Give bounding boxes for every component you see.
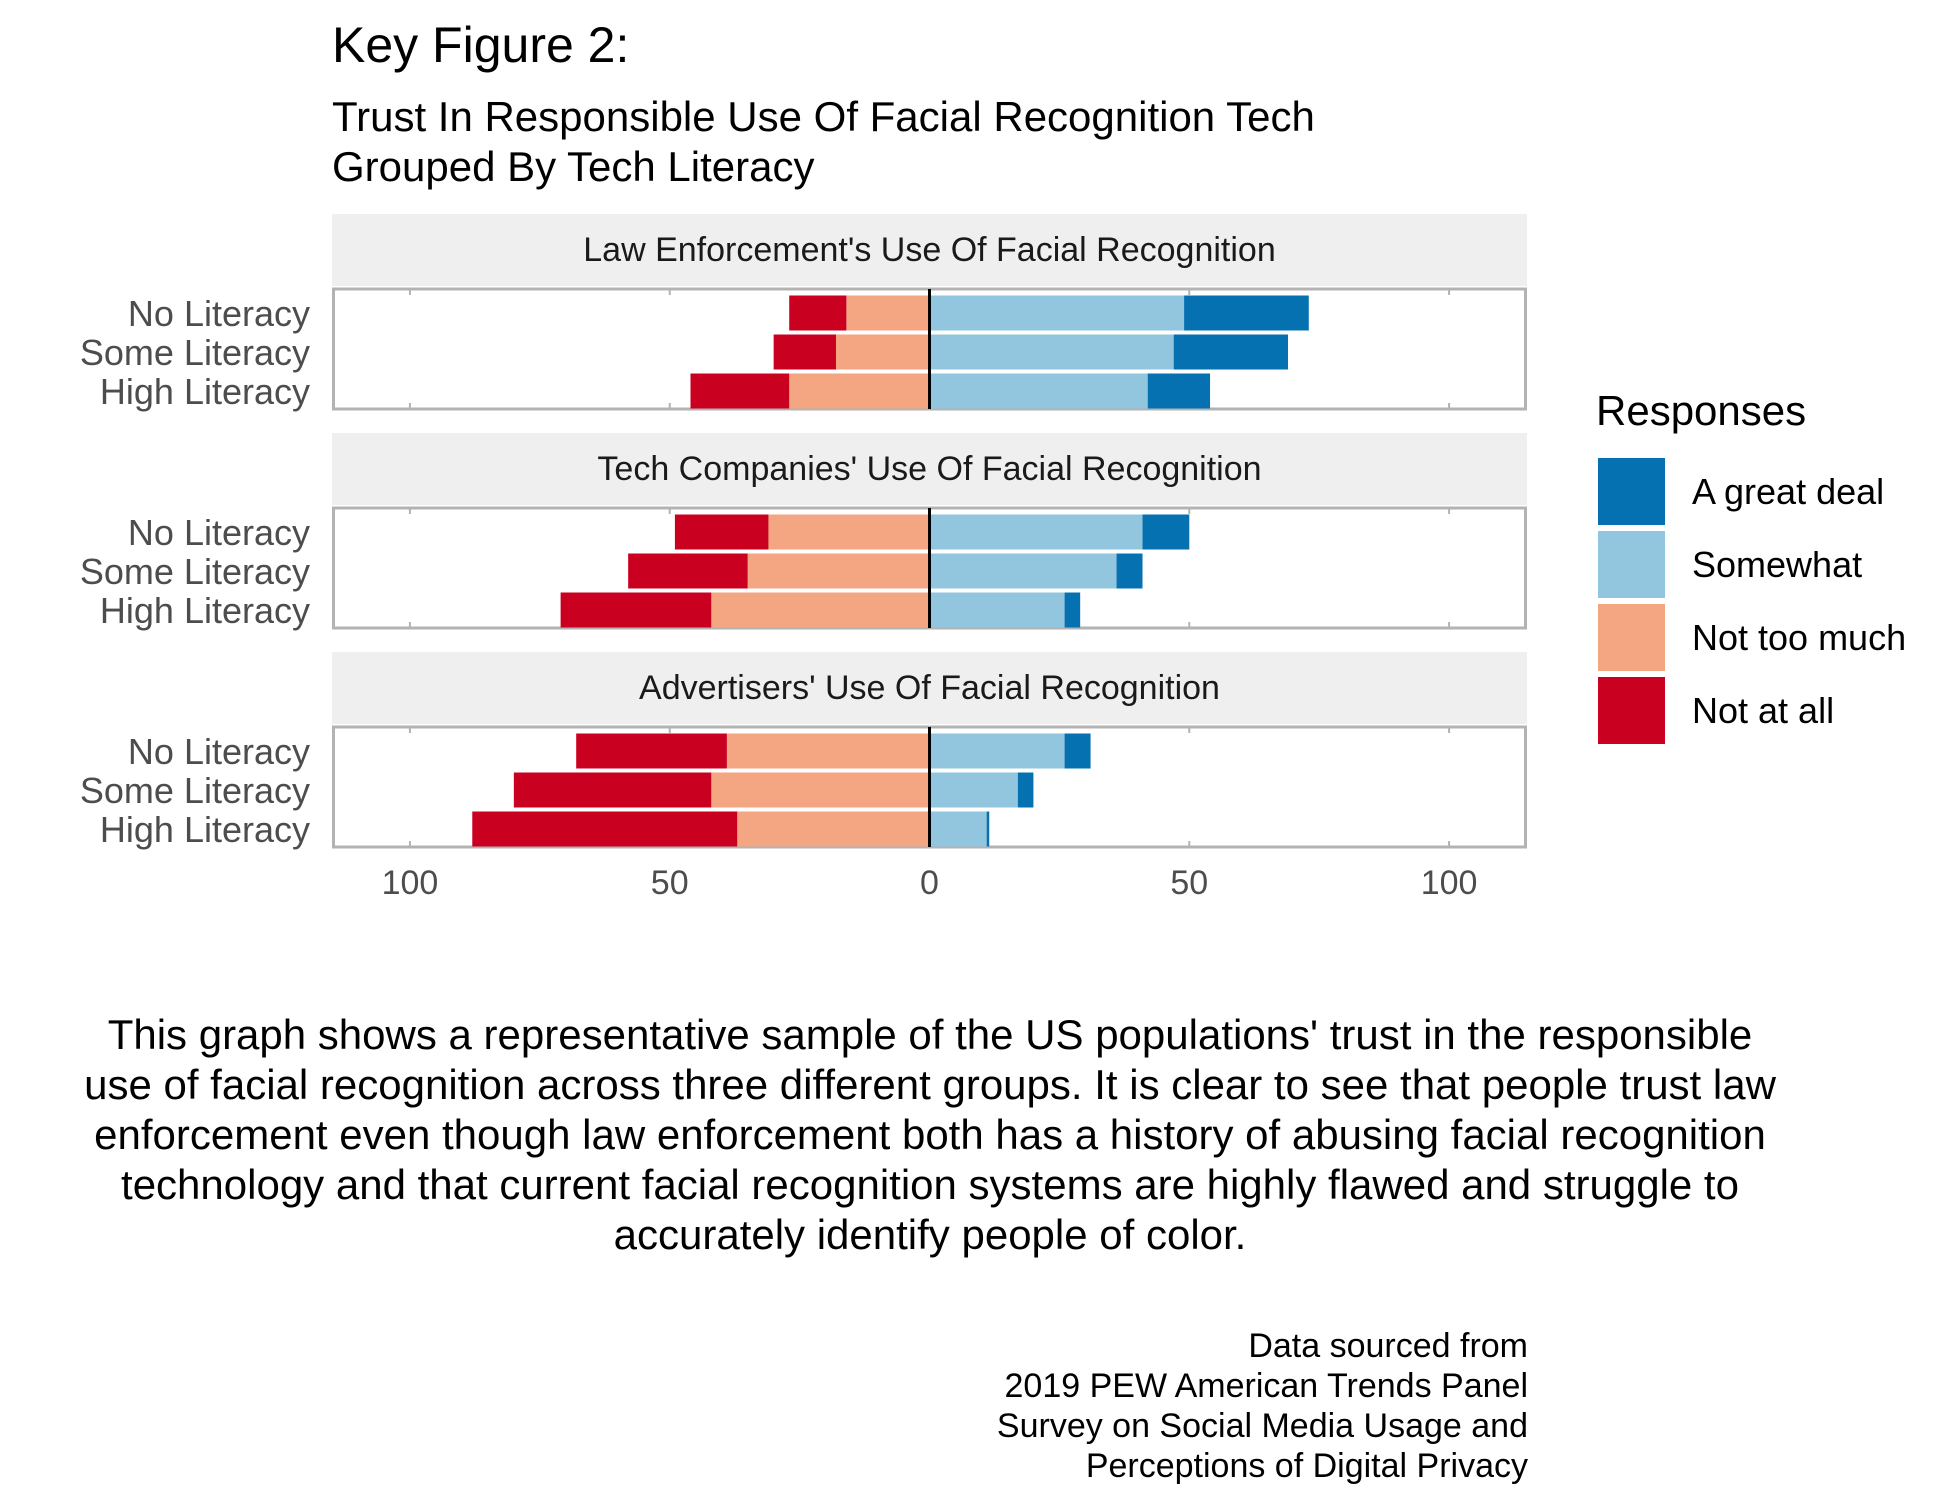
bar-somewhat [929,373,1148,409]
category-label: High Literacy [100,809,310,850]
bar-not-too-much [747,553,930,589]
bar-somewhat [929,553,1117,589]
bar-a-great-deal [1064,733,1091,769]
bar-not-too-much [711,772,930,808]
x-tick-label: 50 [651,864,689,902]
x-tick-label: 100 [1421,864,1478,902]
category-label: No Literacy [128,512,310,553]
category-label: Some Literacy [80,332,310,373]
bar-not-at-all [560,592,712,628]
panel-strip [332,433,1527,505]
bar-a-great-deal [1116,553,1143,589]
bar-somewhat [929,733,1065,769]
category-label: High Literacy [100,590,310,631]
bar-not-too-much [835,334,930,370]
legend-swatch-not-too-much [1598,604,1665,671]
x-tick-label: 0 [920,864,939,902]
bar-not-too-much [726,733,930,769]
legend-swatch-somewhat [1598,531,1665,598]
bar-a-great-deal [1173,334,1288,370]
source-line-2: 2019 PEW American Trends Panel [1004,1367,1529,1405]
bar-not-too-much [846,295,930,331]
category-label: High Literacy [100,371,310,412]
bar-a-great-deal [1142,514,1190,550]
bar-not-at-all [773,334,836,370]
legend-title: Responses [1596,387,1806,434]
category-label: No Literacy [128,293,310,334]
legend-label: Not too much [1692,617,1906,658]
diverging-bar-chart: Law Enforcement's Use Of Facial Recognit… [80,214,1906,902]
bar-not-at-all [513,772,712,808]
legend-swatch-a-great-deal [1598,458,1665,525]
category-label: Some Literacy [80,551,310,592]
bar-somewhat [929,295,1185,331]
figure-title: Key Figure 2: [332,17,630,73]
bar-a-great-deal [1064,592,1081,628]
legend-label: A great deal [1692,471,1884,512]
bar-not-at-all [576,733,727,769]
panel-title: Tech Companies' Use Of Facial Recognitio… [597,450,1261,488]
bar-somewhat [929,514,1143,550]
bar-not-too-much [737,811,930,847]
bar-somewhat [929,592,1065,628]
category-label: No Literacy [128,731,310,772]
legend-label: Not at all [1692,690,1834,731]
bar-somewhat [929,772,1018,808]
source-line-4: Perceptions of Digital Privacy [1085,1447,1528,1485]
bar-a-great-deal [1017,772,1034,808]
bar-not-at-all [628,553,748,589]
bar-somewhat [929,334,1174,370]
x-tick-label: 50 [1170,864,1208,902]
source-line-1: Data sourced from [1248,1327,1528,1365]
panel-strip [332,652,1527,724]
panel-title: Advertisers' Use Of Facial Recognition [639,669,1220,707]
category-label: Some Literacy [80,770,310,811]
bar-a-great-deal [1147,373,1211,409]
source-note: Data sourced from 2019 PEW American Tren… [997,1326,1528,1486]
panel-title: Law Enforcement's Use Of Facial Recognit… [583,231,1275,269]
caption-text: This graph shows a representative sample… [84,1011,1776,1258]
legend-label: Somewhat [1692,544,1862,585]
source-line-3: Survey on Social Media Usage and [996,1407,1528,1445]
bar-not-too-much [711,592,930,628]
panel-strip [332,214,1527,286]
subtitle-line-2: Grouped By Tech Literacy [332,143,815,190]
bar-not-at-all [472,811,738,847]
bar-not-at-all [674,514,769,550]
bar-not-too-much [768,514,930,550]
legend-swatch-not-at-all [1598,677,1665,744]
figure-subtitle: Trust In Responsible Use Of Facial Recog… [332,92,1315,192]
bar-not-too-much [789,373,930,409]
bar-a-great-deal [986,811,990,847]
bar-not-at-all [789,295,847,331]
bar-somewhat [929,811,987,847]
bar-not-at-all [690,373,790,409]
bar-a-great-deal [1184,295,1309,331]
subtitle-line-1: Trust In Responsible Use Of Facial Recog… [332,93,1315,140]
x-tick-label: 100 [382,864,439,902]
